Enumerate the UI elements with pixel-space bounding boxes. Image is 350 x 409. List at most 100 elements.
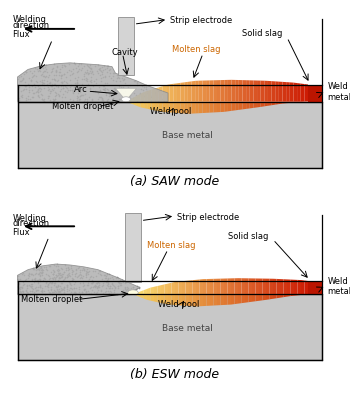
Polygon shape <box>150 294 154 302</box>
Polygon shape <box>158 294 161 303</box>
Text: Arc: Arc <box>74 85 87 94</box>
Text: Solid slag: Solid slag <box>241 29 282 38</box>
Polygon shape <box>155 102 159 112</box>
Polygon shape <box>133 97 137 102</box>
Polygon shape <box>259 279 262 294</box>
Text: Solid slag: Solid slag <box>228 231 268 240</box>
Polygon shape <box>261 81 264 102</box>
Text: Strip electrode: Strip electrode <box>170 16 232 25</box>
Bar <box>118 18 134 76</box>
Polygon shape <box>116 89 136 101</box>
Bar <box>18 102 322 168</box>
Polygon shape <box>141 92 144 102</box>
Polygon shape <box>148 90 152 102</box>
Polygon shape <box>126 100 130 102</box>
Polygon shape <box>279 83 282 102</box>
Polygon shape <box>206 294 210 306</box>
Polygon shape <box>290 294 294 297</box>
Polygon shape <box>224 102 228 112</box>
Bar <box>308 85 322 102</box>
Polygon shape <box>178 281 182 294</box>
Polygon shape <box>214 102 217 113</box>
Polygon shape <box>279 102 282 105</box>
Text: direction: direction <box>12 21 49 30</box>
Polygon shape <box>261 102 264 108</box>
Polygon shape <box>231 294 234 305</box>
Polygon shape <box>195 102 199 114</box>
Polygon shape <box>301 84 304 102</box>
Text: Strip electrode: Strip electrode <box>177 212 239 221</box>
Polygon shape <box>214 81 217 102</box>
Polygon shape <box>172 294 175 305</box>
Text: Base metal: Base metal <box>162 323 213 332</box>
Polygon shape <box>228 81 232 102</box>
Polygon shape <box>248 279 252 294</box>
Polygon shape <box>133 102 137 107</box>
Polygon shape <box>266 279 270 294</box>
Polygon shape <box>282 102 286 104</box>
Text: Welding: Welding <box>12 213 46 222</box>
Polygon shape <box>199 102 202 114</box>
Polygon shape <box>228 279 231 294</box>
Polygon shape <box>161 285 164 294</box>
Polygon shape <box>188 82 191 102</box>
Polygon shape <box>147 294 150 301</box>
Polygon shape <box>155 88 159 102</box>
Polygon shape <box>206 102 210 114</box>
Polygon shape <box>133 294 136 296</box>
Polygon shape <box>232 81 235 102</box>
Text: Molten droplet: Molten droplet <box>52 102 114 111</box>
Polygon shape <box>298 294 301 296</box>
Polygon shape <box>270 279 273 294</box>
Polygon shape <box>158 285 161 294</box>
Polygon shape <box>272 82 275 102</box>
Text: Weld
metal: Weld metal <box>327 276 350 296</box>
Polygon shape <box>177 102 181 114</box>
Polygon shape <box>144 289 147 294</box>
Polygon shape <box>262 294 266 301</box>
Polygon shape <box>184 102 188 115</box>
Polygon shape <box>256 294 259 301</box>
Polygon shape <box>210 279 214 294</box>
Polygon shape <box>287 294 290 297</box>
Polygon shape <box>203 279 206 294</box>
Polygon shape <box>133 293 136 294</box>
Polygon shape <box>286 83 290 102</box>
Polygon shape <box>172 282 175 294</box>
Polygon shape <box>264 102 268 107</box>
Polygon shape <box>144 102 148 110</box>
Polygon shape <box>256 279 259 294</box>
Text: Flux: Flux <box>12 227 30 236</box>
Polygon shape <box>252 279 256 294</box>
Polygon shape <box>164 284 168 294</box>
Text: (a) SAW mode: (a) SAW mode <box>130 175 220 188</box>
Text: Molten slag: Molten slag <box>172 45 220 54</box>
Polygon shape <box>228 294 231 305</box>
Polygon shape <box>178 294 182 306</box>
Polygon shape <box>246 81 250 102</box>
Polygon shape <box>246 102 250 110</box>
Text: Weld
metal: Weld metal <box>327 82 350 101</box>
Polygon shape <box>293 83 297 102</box>
Text: Molten slag: Molten slag <box>147 240 196 249</box>
Polygon shape <box>276 279 280 294</box>
Polygon shape <box>252 294 256 302</box>
Polygon shape <box>301 102 304 103</box>
Polygon shape <box>297 84 301 102</box>
Polygon shape <box>173 102 177 114</box>
Polygon shape <box>270 294 273 299</box>
Polygon shape <box>154 294 158 303</box>
Polygon shape <box>154 286 158 294</box>
Polygon shape <box>224 81 228 102</box>
Polygon shape <box>175 294 178 306</box>
Text: Cavity: Cavity <box>112 48 139 57</box>
Polygon shape <box>217 279 220 294</box>
Polygon shape <box>193 294 196 307</box>
Polygon shape <box>220 279 224 294</box>
Polygon shape <box>264 81 268 102</box>
Polygon shape <box>170 85 173 102</box>
Text: Welding: Welding <box>12 15 46 24</box>
Polygon shape <box>202 81 206 102</box>
Text: Base metal: Base metal <box>162 131 213 139</box>
Polygon shape <box>304 85 308 102</box>
